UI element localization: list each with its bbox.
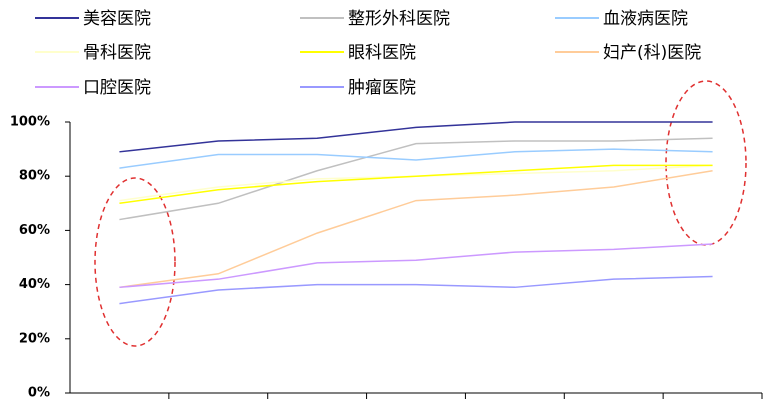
- legend-label: 妇产(科)医院: [603, 43, 701, 63]
- y-tick-label: 60%: [19, 223, 50, 238]
- highlight-ellipse: [94, 177, 176, 347]
- legend-label: 眼科医院: [348, 43, 416, 63]
- legend-label: 血液病医院: [603, 9, 688, 29]
- y-tick-label: 80%: [19, 169, 50, 184]
- legend-label: 美容医院: [83, 9, 151, 29]
- legend-label: 肿瘤医院: [348, 78, 416, 98]
- y-tick-label: 40%: [19, 277, 50, 292]
- series-line: [119, 164, 713, 205]
- series-line: [119, 164, 713, 202]
- series-line: [119, 275, 713, 305]
- series-line: [119, 243, 713, 289]
- series-line: [119, 170, 713, 289]
- y-tick-label: 0%: [28, 386, 50, 401]
- series-line: [119, 137, 713, 221]
- y-tick-label: 100%: [10, 115, 50, 130]
- series-line: [119, 121, 713, 153]
- y-tick-label: 20%: [19, 331, 50, 346]
- legend-label: 骨科医院: [83, 43, 151, 63]
- series-line: [119, 148, 713, 169]
- highlight-ellipse: [665, 80, 747, 246]
- legend-label: 口腔医院: [83, 78, 151, 98]
- legend-label: 整形外科医院: [348, 9, 450, 29]
